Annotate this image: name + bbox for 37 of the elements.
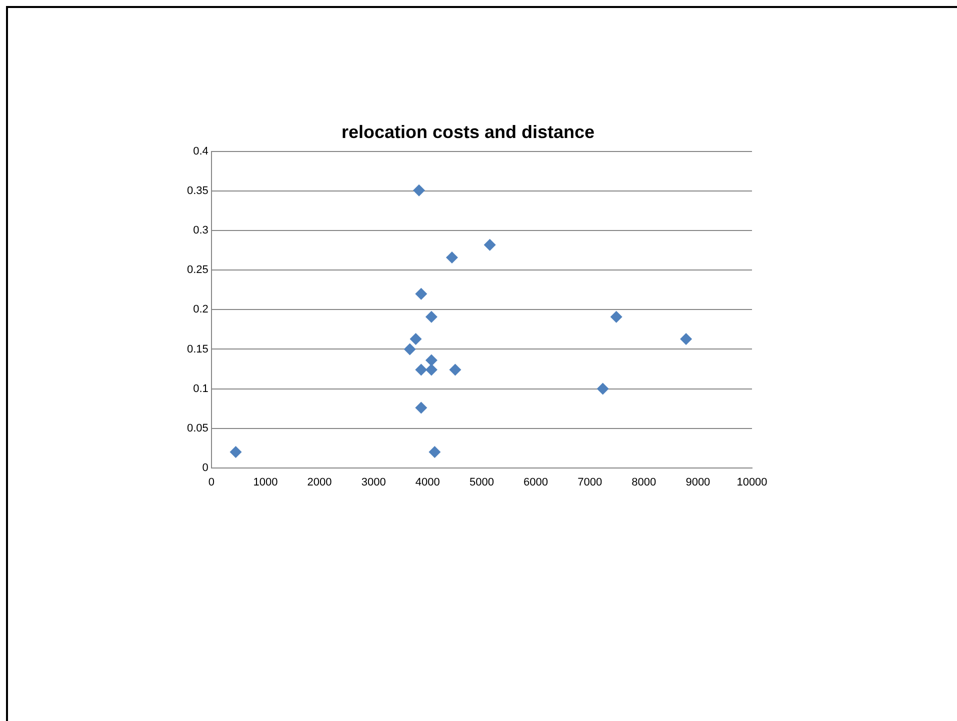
y-tick-label: 0 <box>202 462 208 474</box>
x-tick-label: 9000 <box>686 476 710 488</box>
y-tick-label: 0.1 <box>193 382 208 395</box>
y-tick-label: 0.35 <box>186 185 208 198</box>
x-tick-label: 1000 <box>253 476 278 488</box>
point <box>680 332 692 345</box>
chart-title: relocation costs and distance <box>341 122 595 142</box>
point <box>415 402 428 414</box>
x-tick-label: 4000 <box>415 476 440 488</box>
x-tick-label: 3000 <box>361 476 386 488</box>
point <box>230 446 242 458</box>
point <box>610 310 622 323</box>
point <box>412 184 425 196</box>
point <box>449 364 462 376</box>
point <box>415 364 428 376</box>
x-tick-label: 7000 <box>578 476 602 488</box>
y-tick-label: 0.15 <box>186 343 208 356</box>
y-tick-label: 0.2 <box>193 304 208 316</box>
point <box>410 332 422 345</box>
y-tick-label: 0.3 <box>193 224 208 237</box>
point <box>596 382 609 395</box>
x-tick-label: 5000 <box>469 476 494 488</box>
x-tick-label: 10000 <box>736 476 768 488</box>
point <box>415 288 428 300</box>
x-tick-label: 8000 <box>632 476 656 488</box>
point <box>425 364 438 376</box>
point <box>484 238 496 251</box>
x-tick-label: 6000 <box>524 476 548 488</box>
point <box>428 446 441 458</box>
point <box>404 343 416 356</box>
y-tick-label: 0.05 <box>186 422 208 434</box>
point <box>446 252 458 264</box>
point <box>425 354 438 366</box>
y-tick-label: 0.25 <box>186 264 208 276</box>
point <box>425 310 438 323</box>
y-tick-label: 0.4 <box>193 146 208 158</box>
x-tick-label: 2000 <box>307 476 332 488</box>
